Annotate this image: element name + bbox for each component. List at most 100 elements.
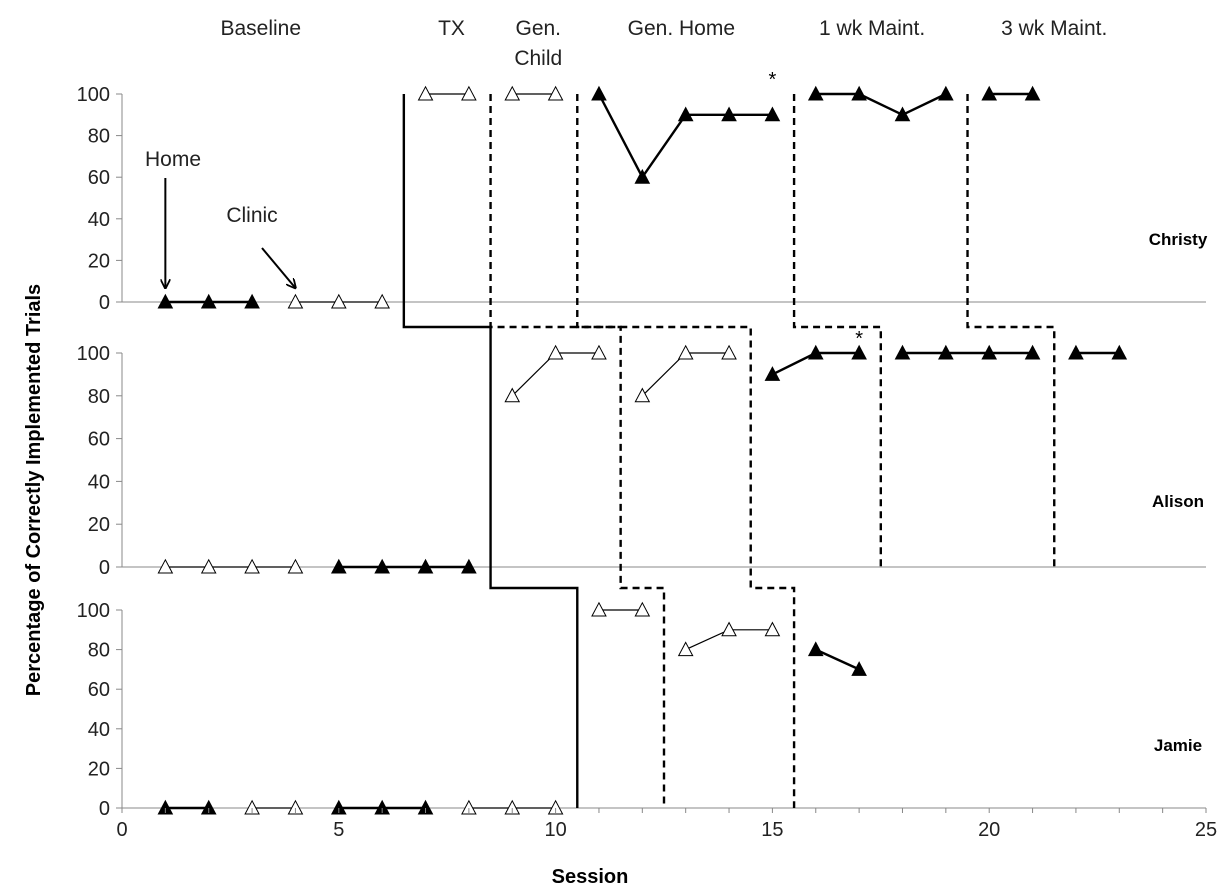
y-tick-label: 80: [88, 640, 110, 662]
series-line: [815, 92, 947, 117]
filled-triangle-marker: [634, 168, 651, 184]
y-tick-label: 100: [77, 84, 110, 106]
y-tick-label: 20: [88, 250, 110, 272]
filled-triangle-marker: [591, 85, 607, 101]
filled-triangle-marker: [1111, 344, 1128, 360]
x-tick-label: 5: [333, 819, 344, 841]
annotation-home: Home: [145, 148, 201, 171]
filled-triangle-marker: [764, 366, 781, 381]
panel-name-christy: Christy: [1149, 230, 1208, 249]
panel-name-alison: Alison: [1152, 492, 1204, 511]
open-triangle-marker: [287, 799, 304, 815]
solid-phase-change-line: [402, 94, 579, 808]
y-tick-label: 60: [88, 679, 110, 701]
filled-triangle-marker: [981, 85, 998, 101]
phase-label-gen-child: Child: [514, 47, 562, 70]
open-triangle-marker: [634, 387, 651, 403]
panel-name-jamie: Jamie: [1154, 736, 1202, 755]
filled-triangle-marker: [894, 106, 911, 122]
y-tick-label: 60: [88, 429, 110, 451]
open-triangle-marker: [244, 799, 260, 815]
series-line: [815, 648, 860, 671]
y-tick-label: 0: [99, 798, 110, 820]
panel-christy: 0 20 40 60 80 100 Christy *: [77, 69, 1208, 314]
y-tick-label: 100: [77, 343, 110, 365]
open-triangle-marker: [200, 558, 217, 574]
y-tick-label: 80: [88, 126, 110, 148]
dashed-phase-change-line: [489, 94, 666, 808]
filled-triangle-marker: [1024, 344, 1041, 360]
open-triangle-marker: [634, 601, 651, 617]
series-line: [597, 93, 773, 180]
y-tick-label: 100: [77, 600, 110, 622]
filled-triangle-marker: [1024, 85, 1041, 101]
filled-triangle-marker: [200, 293, 217, 309]
open-triangle-marker: [591, 601, 607, 617]
filled-triangle-marker: [461, 558, 477, 574]
filled-triangle-marker: [938, 85, 954, 101]
phase-label-maint-3wk: 3 wk Maint.: [1001, 17, 1107, 40]
filled-triangle-marker: [938, 344, 954, 360]
dashed-phase-change-line: [576, 94, 796, 808]
open-triangle-marker: [764, 621, 781, 637]
y-tick-label: 0: [99, 557, 110, 579]
x-tick-label: 10: [544, 819, 566, 841]
filled-triangle-marker: [374, 799, 390, 815]
filled-triangle-marker: [981, 344, 998, 360]
phase-label-tx: TX: [438, 17, 465, 40]
filled-triangle-marker: [330, 558, 347, 574]
phase-label-maint-1wk: 1 wk Maint.: [819, 17, 925, 40]
y-tick-label: 40: [88, 719, 110, 741]
open-triangle-marker: [721, 344, 737, 360]
open-triangle-marker: [504, 799, 521, 815]
open-triangle-marker: [244, 558, 260, 574]
y-tick-label: 20: [88, 758, 110, 780]
open-triangle-marker: [547, 85, 564, 101]
filled-triangle-marker: [417, 558, 434, 574]
open-triangle-marker: [330, 293, 347, 309]
filled-triangle-marker: [894, 344, 911, 360]
x-axis-title: Session: [552, 866, 629, 888]
y-tick-label: 60: [88, 167, 110, 189]
filled-triangle-marker: [157, 799, 174, 815]
filled-triangle-marker: [330, 799, 347, 815]
open-triangle-marker: [677, 344, 694, 360]
filled-triangle-marker: [157, 293, 174, 309]
phase-labels: Baseline TX Gen. Child Gen. Home 1 wk Maint. 3…: [220, 17, 1107, 70]
filled-triangle-marker: [807, 85, 824, 101]
filled-triangle-marker: [851, 661, 867, 676]
filled-triangle-marker: [1068, 344, 1084, 360]
filled-triangle-marker: [851, 85, 867, 101]
open-triangle-marker: [547, 344, 564, 360]
y-tick-label: 40: [88, 471, 110, 493]
open-triangle-marker: [504, 85, 521, 101]
x-tick-label: 15: [761, 819, 783, 841]
y-tick-label: 40: [88, 209, 110, 231]
open-triangle-marker: [591, 344, 607, 360]
filled-triangle-marker: [677, 106, 694, 122]
filled-triangle-marker: [807, 344, 824, 360]
phase-label-gen-child: Gen.: [515, 17, 561, 40]
y-tick-label: 80: [88, 386, 110, 408]
open-triangle-marker: [287, 293, 304, 309]
phase-label-gen-home: Gen. Home: [628, 17, 735, 40]
x-tick-label: 20: [978, 819, 1000, 841]
annotation-clinic: Clinic: [226, 204, 277, 227]
panels: 020406080100Christy*020406080100Alison*0…: [77, 69, 1208, 820]
x-tick-label: 25: [1195, 819, 1217, 841]
filled-triangle-marker: [200, 799, 217, 815]
open-triangle-marker: [157, 558, 174, 574]
x-tick-label: 0: [116, 819, 127, 841]
open-triangle-marker: [461, 85, 477, 101]
y-axis-title: Percentage of Correctly Implemented Tria…: [23, 284, 45, 696]
filled-triangle-marker: [721, 106, 737, 122]
open-triangle-marker: [287, 558, 304, 574]
asterisk-marker: *: [769, 69, 777, 91]
open-triangle-marker: [417, 85, 434, 101]
x-axis: 0 5 10 15 20 25: [116, 808, 1217, 841]
asterisk-marker: *: [855, 328, 863, 350]
phase-label-baseline: Baseline: [220, 17, 301, 40]
open-triangle-marker: [677, 641, 694, 657]
open-triangle-marker: [374, 293, 390, 309]
